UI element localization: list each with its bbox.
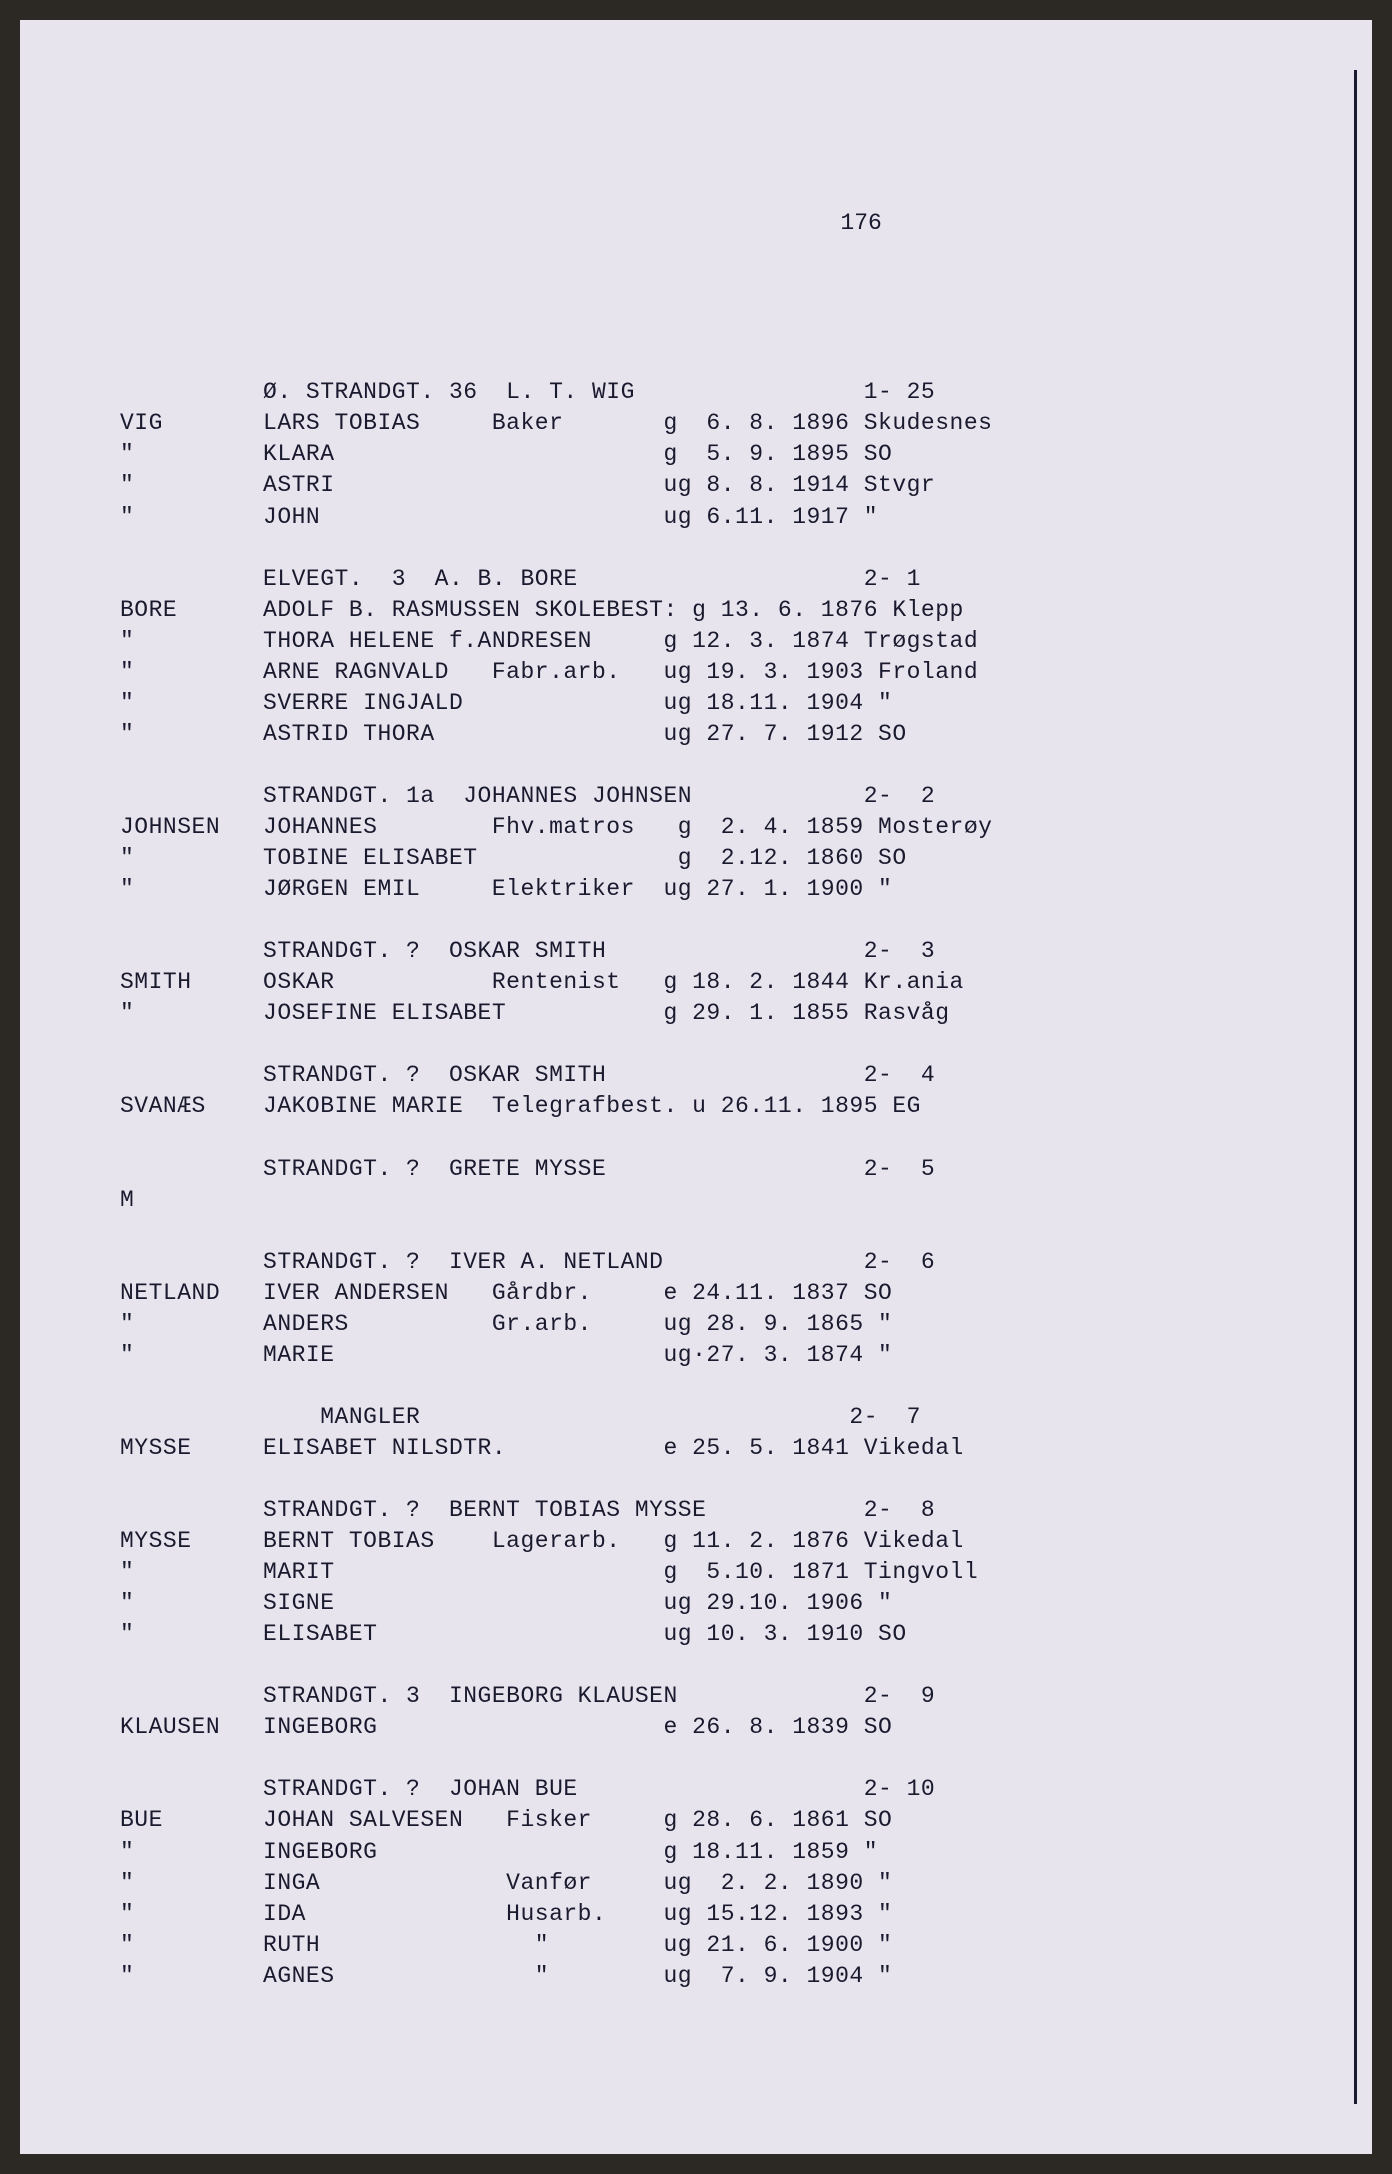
document-line bbox=[120, 1743, 1297, 1774]
document-content: Ø. STRANDGT. 36 L. T. WIG 1- 25VIG LARS … bbox=[120, 377, 1297, 1991]
document-line: VIG LARS TOBIAS Baker g 6. 8. 1896 Skude… bbox=[120, 408, 1297, 439]
page-number: 176 bbox=[120, 177, 1297, 270]
document-line: " IDA Husarb. ug 15.12. 1893 " bbox=[120, 1899, 1297, 1930]
document-line: STRANDGT. 3 INGEBORG KLAUSEN 2- 9 bbox=[120, 1681, 1297, 1712]
document-line: ELVEGT. 3 A. B. BORE 2- 1 bbox=[120, 564, 1297, 595]
document-line: " MARIT g 5.10. 1871 Tingvoll bbox=[120, 1557, 1297, 1588]
document-line bbox=[120, 1122, 1297, 1153]
document-line: " ELISABET ug 10. 3. 1910 SO bbox=[120, 1619, 1297, 1650]
page-edge-line bbox=[1354, 70, 1357, 2104]
document-line bbox=[120, 1371, 1297, 1402]
document-line: " TOBINE ELISABET g 2.12. 1860 SO bbox=[120, 843, 1297, 874]
document-line: STRANDGT. ? OSKAR SMITH 2- 3 bbox=[120, 936, 1297, 967]
document-line: " THORA HELENE f.ANDRESEN g 12. 3. 1874 … bbox=[120, 626, 1297, 657]
document-line: MYSSE ELISABET NILSDTR. e 25. 5. 1841 Vi… bbox=[120, 1433, 1297, 1464]
document-line: Ø. STRANDGT. 36 L. T. WIG 1- 25 bbox=[120, 377, 1297, 408]
document-line: " ASTRI ug 8. 8. 1914 Stvgr bbox=[120, 470, 1297, 501]
document-line: JOHNSEN JOHANNES Fhv.matros g 2. 4. 1859… bbox=[120, 812, 1297, 843]
document-line: " KLARA g 5. 9. 1895 SO bbox=[120, 439, 1297, 470]
document-line: " RUTH " ug 21. 6. 1900 " bbox=[120, 1930, 1297, 1961]
document-line: M bbox=[120, 1185, 1297, 1216]
document-line bbox=[120, 1650, 1297, 1681]
document-line: SMITH OSKAR Rentenist g 18. 2. 1844 Kr.a… bbox=[120, 967, 1297, 998]
document-line: MYSSE BERNT TOBIAS Lagerarb. g 11. 2. 18… bbox=[120, 1526, 1297, 1557]
document-line: STRANDGT. 1a JOHANNES JOHNSEN 2- 2 bbox=[120, 781, 1297, 812]
document-line: STRANDGT. ? OSKAR SMITH 2- 4 bbox=[120, 1060, 1297, 1091]
document-line: SVANÆS JAKOBINE MARIE Telegrafbest. u 26… bbox=[120, 1091, 1297, 1122]
document-line bbox=[120, 750, 1297, 781]
document-line: " SIGNE ug 29.10. 1906 " bbox=[120, 1588, 1297, 1619]
document-line: " ASTRID THORA ug 27. 7. 1912 SO bbox=[120, 719, 1297, 750]
document-line: NETLAND IVER ANDERSEN Gårdbr. e 24.11. 1… bbox=[120, 1278, 1297, 1309]
document-line: " JOSEFINE ELISABET g 29. 1. 1855 Rasvåg bbox=[120, 998, 1297, 1029]
document-line: " MARIE ug·27. 3. 1874 " bbox=[120, 1340, 1297, 1371]
document-line: " INGEBORG g 18.11. 1859 " bbox=[120, 1837, 1297, 1868]
document-line bbox=[120, 1216, 1297, 1247]
page-number-value: 176 bbox=[840, 210, 881, 236]
document-line: " JOHN ug 6.11. 1917 " bbox=[120, 502, 1297, 533]
document-line: STRANDGT. ? GRETE MYSSE 2- 5 bbox=[120, 1154, 1297, 1185]
document-page: 176 Ø. STRANDGT. 36 L. T. WIG 1- 25VIG L… bbox=[20, 20, 1372, 2154]
document-line bbox=[120, 533, 1297, 564]
document-line: BUE JOHAN SALVESEN Fisker g 28. 6. 1861 … bbox=[120, 1805, 1297, 1836]
document-line: " ANDERS Gr.arb. ug 28. 9. 1865 " bbox=[120, 1309, 1297, 1340]
document-line: " INGA Vanfør ug 2. 2. 1890 " bbox=[120, 1868, 1297, 1899]
document-line bbox=[120, 1464, 1297, 1495]
document-line: KLAUSEN INGEBORG e 26. 8. 1839 SO bbox=[120, 1712, 1297, 1743]
document-line: " AGNES " ug 7. 9. 1904 " bbox=[120, 1961, 1297, 1992]
document-line: STRANDGT. ? IVER A. NETLAND 2- 6 bbox=[120, 1247, 1297, 1278]
document-line: STRANDGT. ? JOHAN BUE 2- 10 bbox=[120, 1774, 1297, 1805]
document-line: STRANDGT. ? BERNT TOBIAS MYSSE 2- 8 bbox=[120, 1495, 1297, 1526]
document-line: " JØRGEN EMIL Elektriker ug 27. 1. 1900 … bbox=[120, 874, 1297, 905]
document-line: BORE ADOLF B. RASMUSSEN SKOLEBEST: g 13.… bbox=[120, 595, 1297, 626]
document-line: " SVERRE INGJALD ug 18.11. 1904 " bbox=[120, 688, 1297, 719]
document-line: MANGLER 2- 7 bbox=[120, 1402, 1297, 1433]
document-line: " ARNE RAGNVALD Fabr.arb. ug 19. 3. 1903… bbox=[120, 657, 1297, 688]
document-line bbox=[120, 1029, 1297, 1060]
document-line bbox=[120, 905, 1297, 936]
